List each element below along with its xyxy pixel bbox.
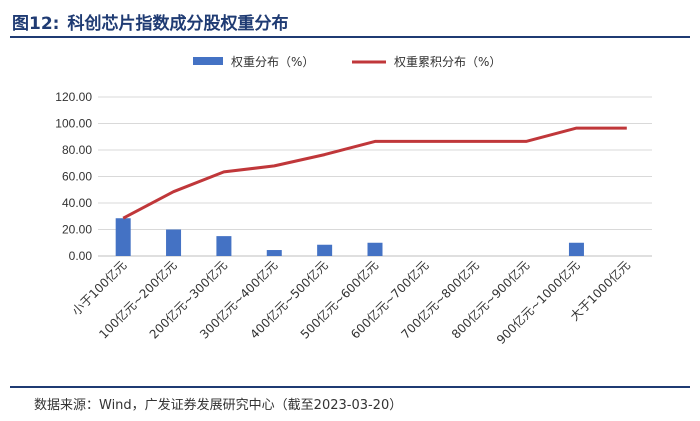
bar bbox=[266, 250, 282, 256]
legend: 权重分布（%） 权重累积分布（%） bbox=[193, 55, 501, 69]
legend-bar-swatch bbox=[193, 57, 223, 65]
x-tick-label: 900亿元~1000亿元 bbox=[493, 258, 582, 347]
source-bar: 数据来源：Wind，广发证券发展研究中心（截至2023-03-20） bbox=[10, 386, 690, 416]
bar bbox=[317, 244, 333, 256]
cumulative-line bbox=[122, 126, 627, 220]
chart-title: 图12: 科创芯片指数成分股权重分布 bbox=[12, 9, 288, 34]
y-axis: 0.00 20.00 40.00 60.00 80.00 100.00 120.00 bbox=[55, 90, 92, 263]
source-note: 数据来源：Wind，广发证券发展研究中心（截至2023-03-20） bbox=[34, 398, 403, 413]
x-axis: 小于100亿元100亿元~200亿元200亿元~300亿元300亿元~400亿元… bbox=[69, 258, 633, 347]
legend-bar-label: 权重分布（%） bbox=[231, 55, 314, 69]
figure-number: 图12: bbox=[12, 14, 60, 34]
chart: 权重分布（%） 权重累积分布（%） 0.00 20.00 40.00 60.00 80.0… bbox=[55, 55, 652, 347]
y-tick-label: 100.00 bbox=[55, 117, 92, 131]
y-tick-label: 60.00 bbox=[62, 170, 92, 184]
title-text: 科创芯片指数成分股权重分布 bbox=[67, 14, 289, 34]
y-tick-label: 0.00 bbox=[69, 249, 93, 263]
y-tick-label: 40.00 bbox=[62, 196, 92, 210]
bar bbox=[367, 242, 383, 256]
title-bar: 图12: 科创芯片指数成分股权重分布 bbox=[10, 6, 690, 38]
bar bbox=[115, 218, 131, 256]
bar-series bbox=[115, 218, 584, 256]
line-series bbox=[122, 126, 627, 220]
y-tick-label: 20.00 bbox=[62, 223, 92, 237]
gridlines bbox=[98, 96, 652, 257]
bar bbox=[216, 236, 232, 256]
legend-line-label: 权重累积分布（%） bbox=[394, 55, 501, 69]
y-tick-label: 80.00 bbox=[62, 143, 92, 157]
bar bbox=[166, 229, 182, 256]
bar bbox=[568, 242, 584, 256]
y-tick-label: 120.00 bbox=[55, 90, 92, 104]
